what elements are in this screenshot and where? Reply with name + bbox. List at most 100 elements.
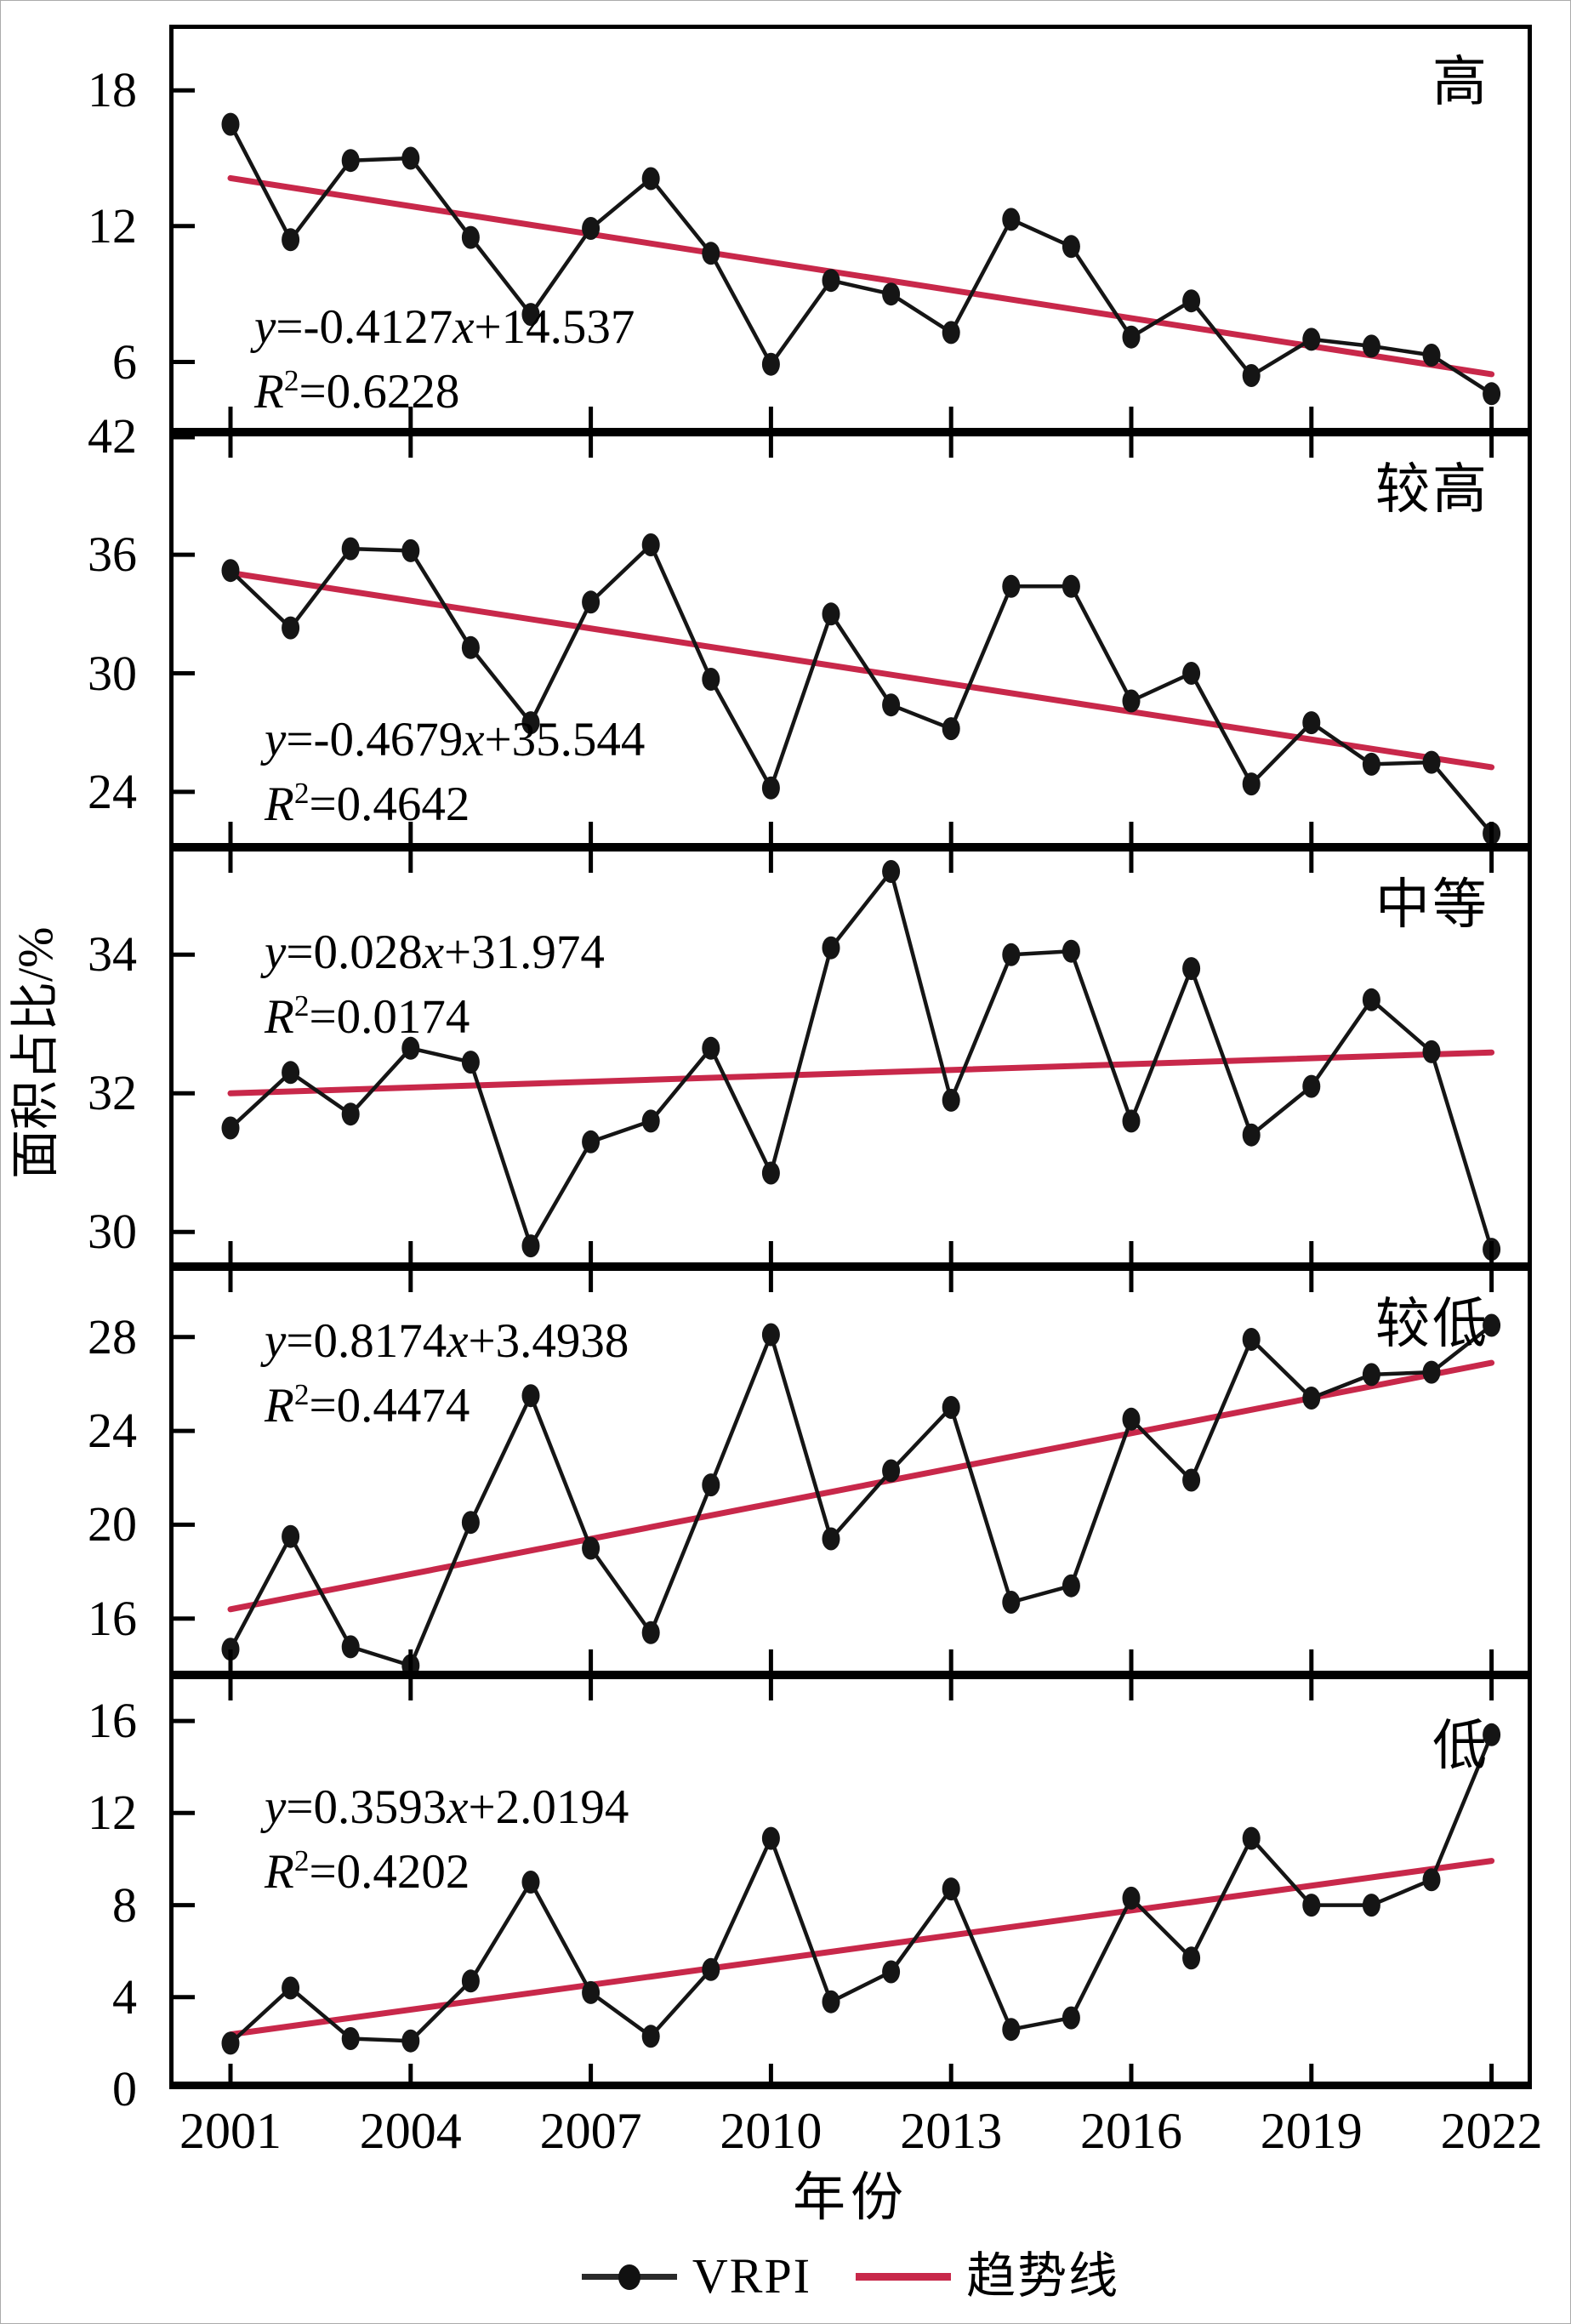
data-point-marker (1242, 1826, 1261, 1850)
data-point-marker (1483, 1313, 1501, 1337)
x-tick-label: 2010 (720, 2103, 822, 2159)
y-tick-label: 16 (88, 1693, 137, 1749)
data-point-marker (702, 668, 720, 691)
y-tick-label: 16 (88, 1590, 137, 1646)
data-point-marker (1362, 752, 1380, 776)
equation-mid: =0.3593 (286, 1780, 447, 1834)
data-point-marker (1062, 574, 1080, 598)
trend-line (227, 570, 1495, 771)
data-point-marker (582, 1536, 601, 1560)
legend-item-trend: 趋势线 (856, 2252, 1119, 2301)
r-superscript: 2 (293, 1378, 310, 1411)
legend: VRPI 趋势线 (169, 2243, 1532, 2310)
data-point-marker (761, 776, 780, 800)
panel-low-label: 低 (1432, 1716, 1489, 1776)
data-point-marker (1302, 711, 1321, 735)
trend-line (227, 1359, 1495, 1613)
data-point-marker (521, 1871, 540, 1894)
equation-mid: =-0.4127 (276, 300, 453, 354)
data-point-marker (641, 533, 660, 556)
data-point-marker (822, 1990, 840, 2014)
data-point-marker (1242, 364, 1261, 387)
panel-border (169, 847, 1532, 1267)
equation-x: x (447, 1780, 469, 1834)
equation-y: y (265, 713, 287, 766)
data-point-marker (282, 1524, 300, 1548)
panel-relatively-low-equation: y=0.8174x+3.4938 R2=0.4474 (265, 1309, 629, 1438)
data-point-marker (221, 559, 240, 583)
y-tick-label: 12 (88, 197, 137, 253)
panel-high-plot (169, 25, 1532, 432)
panel-border (169, 432, 1532, 847)
equation-x: x (447, 1314, 469, 1368)
data-point-marker (761, 1323, 780, 1347)
data-point-marker (942, 717, 960, 741)
equation-line: y=-0.4127x+14.537 (254, 295, 635, 360)
vrpi-dot-sample (618, 2264, 640, 2290)
data-point-marker (521, 1384, 540, 1408)
panel-relatively-high-plot (169, 432, 1532, 847)
data-point-marker (1062, 1574, 1080, 1598)
equation-x: x (453, 300, 475, 354)
data-point-marker (1422, 750, 1441, 774)
data-point-marker (1122, 1407, 1141, 1431)
data-point-marker (702, 242, 720, 265)
data-point-marker (461, 635, 480, 659)
y-tick-label: 20 (88, 1496, 137, 1552)
data-point-marker (1182, 1946, 1201, 1970)
data-point-marker (1242, 1123, 1261, 1147)
legend-item-vrpi: VRPI (581, 2252, 811, 2301)
data-point-marker (1483, 1723, 1501, 1746)
vrpi-line-dot-icon (581, 2262, 677, 2291)
data-point-marker (1182, 289, 1201, 313)
data-point-marker (401, 146, 420, 170)
equation-tail: +14.537 (474, 300, 635, 354)
data-point-marker (221, 1638, 240, 1661)
data-point-marker (582, 1980, 601, 2004)
y-axis-title: 面积占比/% (8, 926, 63, 1179)
y-tick-label: 24 (88, 1403, 137, 1459)
r-squared-line: R2=0.4202 (265, 1840, 629, 1905)
data-point-marker (341, 1102, 360, 1126)
y-tick-label: 42 (88, 407, 137, 464)
data-point-marker (341, 537, 360, 561)
data-point-marker (1002, 943, 1021, 966)
data-point-marker (1362, 988, 1380, 1011)
data-point-marker (461, 1051, 480, 1074)
y-tick-label: 18 (88, 62, 137, 118)
r-symbol: R (265, 990, 294, 1044)
panel-high-equation: y=-0.4127x+14.537 R2=0.6228 (254, 295, 635, 424)
equation-tail: +31.974 (444, 926, 605, 979)
data-point-marker (1483, 382, 1501, 406)
data-point-marker (761, 1161, 780, 1185)
data-point-marker (221, 1116, 240, 1140)
panel-low-plot (169, 1675, 1532, 2089)
vrpi-line (228, 122, 1494, 396)
equation-y: y (265, 1780, 287, 1834)
data-point-marker (1302, 1074, 1321, 1098)
data-point-marker (282, 1061, 300, 1085)
data-point-marker (1062, 939, 1080, 963)
r-squared-line: R2=0.4474 (265, 1374, 629, 1438)
equation-mid: =0.028 (286, 926, 423, 979)
data-point-marker (641, 1621, 660, 1644)
data-point-marker (1422, 1360, 1441, 1384)
equation-mid: =-0.4679 (286, 713, 464, 766)
panel-high-label: 高 (1432, 52, 1489, 112)
data-point-marker (1362, 1894, 1380, 1917)
r-superscript: 2 (293, 1844, 310, 1877)
y-tick-label: 24 (88, 763, 137, 819)
x-tick-label: 2004 (359, 2103, 462, 2159)
data-point-marker (1182, 662, 1201, 685)
panel-relatively-low-plot (169, 1267, 1532, 1677)
data-point-marker (401, 1036, 420, 1060)
data-point-marker (1362, 334, 1380, 358)
r-symbol: R (265, 1845, 294, 1899)
equation-tail: +35.544 (484, 713, 646, 766)
r-superscript: 2 (283, 364, 299, 397)
data-point-marker (1302, 328, 1321, 351)
data-point-marker (882, 693, 901, 717)
y-tick-label: 28 (88, 1308, 137, 1364)
equation-tail: +2.0194 (468, 1780, 629, 1834)
data-point-marker (341, 2027, 360, 2050)
